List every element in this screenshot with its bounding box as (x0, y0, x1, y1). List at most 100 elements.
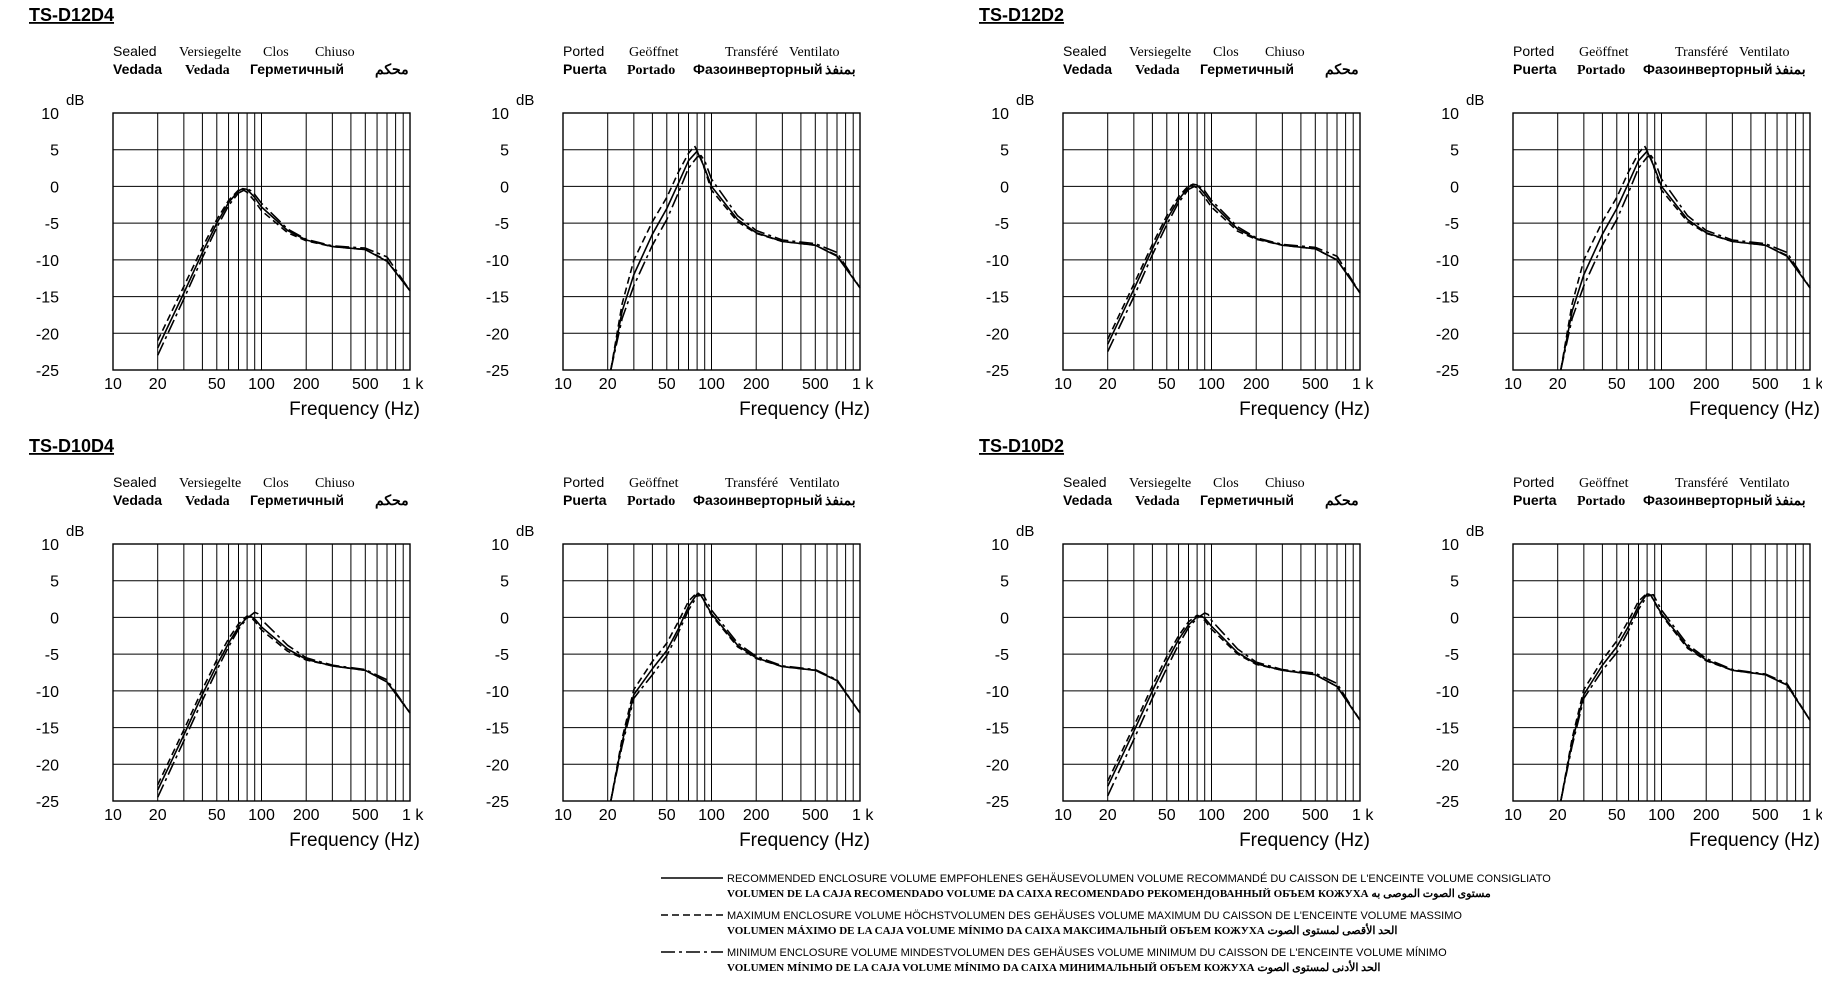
chart-ts-d12d2-sealed: Sealed Versiegelte Clos Chiuso Vedada Vedada Г… (986, 43, 1374, 420)
series-dashdot-line (1106, 612, 1361, 797)
x-tick-label: 10 (104, 807, 122, 824)
legend: RECOMMENDED ENCLOSURE VOLUME EMPFOHLENES… (661, 872, 1551, 974)
y-unit-label: dB (1466, 92, 1484, 109)
x-tick-label: 100 (1648, 376, 1675, 393)
y-tick-label: 5 (50, 574, 59, 591)
series-solid-line (1560, 593, 1811, 802)
series-dashdot-line (1560, 593, 1811, 802)
x-tick-label: 200 (743, 376, 770, 393)
x-axis-label: Frequency (Hz) (289, 830, 420, 851)
chart-ts-d12d2-ported: Ported Geöffnet Transféré Ventilato Puerta Po… (1436, 43, 1822, 420)
y-tick-label: -10 (986, 253, 1009, 270)
y-unit-label: dB (1016, 92, 1034, 109)
enclosure-label: Portado (1577, 494, 1625, 509)
series-dashdot-line (610, 593, 861, 802)
y-tick-label: -5 (1445, 216, 1459, 233)
enclosure-label: بمنفذ (1775, 61, 1806, 77)
enclosure-label: Chiuso (1265, 45, 1305, 60)
series-dashdot-line (156, 611, 411, 798)
enclosure-label: Vedada (1063, 492, 1112, 508)
plot-frame (112, 112, 411, 371)
plot-frame (1512, 543, 1811, 802)
y-tick-label: -25 (1436, 363, 1459, 380)
y-tick-label: -15 (36, 721, 59, 738)
x-tick-label: 500 (1302, 807, 1329, 824)
y-tick-label: -10 (1436, 684, 1459, 701)
series-dashdot-line (1106, 184, 1361, 352)
y-tick-label: -10 (986, 684, 1009, 701)
enclosure-label: Versiegelte (179, 45, 241, 60)
y-tick-label: 0 (1000, 179, 1009, 196)
y-tick-label: -25 (1436, 794, 1459, 811)
y-tick-label: -10 (486, 684, 509, 701)
series-solid-line (610, 593, 861, 802)
enclosure-label: Фазоинверторный (1643, 492, 1773, 508)
x-axis-label: Frequency (Hz) (289, 399, 420, 420)
y-tick-label: -25 (36, 794, 59, 811)
x-tick-label: 50 (208, 807, 226, 824)
legend-entry-label: MINIMUM ENCLOSURE VOLUME MINDESTVOLUMEN … (727, 946, 1447, 959)
y-tick-label: 5 (1450, 574, 1459, 591)
y-unit-label: dB (516, 523, 534, 540)
x-tick-label: 50 (658, 807, 676, 824)
x-tick-label: 20 (1549, 807, 1567, 824)
x-tick-label: 10 (1504, 376, 1522, 393)
enclosure-label: Puerta (1513, 61, 1557, 77)
x-tick-label: 20 (599, 807, 617, 824)
x-tick-label: 100 (698, 376, 725, 393)
chart-ts-d10d2-ported: Ported Geöffnet Transféré Ventilato Puerta Po… (1436, 474, 1822, 851)
x-tick-label: 50 (1158, 807, 1176, 824)
enclosure-label: بمنفذ (825, 492, 856, 508)
x-tick-label: 100 (248, 376, 275, 393)
legend-entry-label: VOLUMEN MÍNIMO DE LA CAJA VOLUME MÍNIMO … (727, 960, 1380, 974)
enclosure-label: محكم (375, 492, 409, 509)
series-solid-line (1106, 183, 1361, 345)
x-tick-label: 1 k (402, 807, 424, 824)
enclosure-label: Ported (1513, 43, 1554, 59)
y-tick-label: 0 (1000, 610, 1009, 627)
x-tick-label: 200 (293, 807, 320, 824)
enclosure-label: Sealed (113, 474, 157, 490)
y-tick-label: 10 (1441, 537, 1459, 554)
x-tick-label: 1 k (1802, 376, 1822, 393)
model-title: TS-D12D4 (29, 5, 114, 25)
y-tick-label: 10 (491, 537, 509, 554)
enclosure-label: Portado (1577, 63, 1625, 78)
enclosure-label: Transféré (725, 45, 778, 60)
y-tick-label: 5 (50, 143, 59, 160)
y-tick-label: -25 (486, 363, 509, 380)
y-tick-label: -15 (1436, 721, 1459, 738)
enclosure-label: بمنفذ (825, 61, 856, 77)
legend-entry-label: VOLUMEN DE LA CAJA RECOMENDADO VOLUME DA… (727, 888, 1491, 900)
chart-ts-d10d2-sealed: Sealed Versiegelte Clos Chiuso Vedada Vedada Г… (986, 474, 1374, 851)
enclosure-label: Фазоинверторный (1643, 61, 1773, 77)
enclosure-label: Ported (563, 474, 604, 490)
plot-frame (562, 112, 861, 371)
x-axis-label: Frequency (Hz) (1689, 830, 1820, 851)
enclosure-label: Vedada (185, 494, 230, 509)
x-tick-label: 500 (802, 376, 829, 393)
y-tick-label: -25 (36, 363, 59, 380)
enclosure-label: Sealed (1063, 474, 1107, 490)
x-tick-label: 1 k (1352, 376, 1374, 393)
x-tick-label: 500 (352, 807, 379, 824)
y-tick-label: -20 (486, 757, 509, 774)
enclosure-label: Ported (563, 43, 604, 59)
x-tick-label: 500 (352, 376, 379, 393)
x-tick-label: 1 k (852, 807, 874, 824)
model-title: TS-D10D2 (979, 436, 1064, 456)
y-tick-label: -5 (495, 647, 509, 664)
enclosure-label: Transféré (1675, 476, 1728, 491)
x-tick-label: 100 (698, 807, 725, 824)
enclosure-label: Герметичный (250, 492, 344, 508)
y-tick-label: 0 (1450, 610, 1459, 627)
y-tick-label: -15 (486, 290, 509, 307)
series-dashed-line (1560, 145, 1811, 371)
legend-entry-label: VOLUMEN MÁXIMO DE LA CAJA VOLUME MÍNIMO … (727, 923, 1397, 937)
x-tick-label: 50 (1158, 376, 1176, 393)
enclosure-label: Vedada (113, 492, 162, 508)
enclosure-label: Versiegelte (1129, 45, 1191, 60)
enclosure-label: Ventilato (789, 45, 840, 60)
enclosure-label: Ventilato (1739, 476, 1790, 491)
enclosure-label: محكم (1325, 61, 1359, 78)
